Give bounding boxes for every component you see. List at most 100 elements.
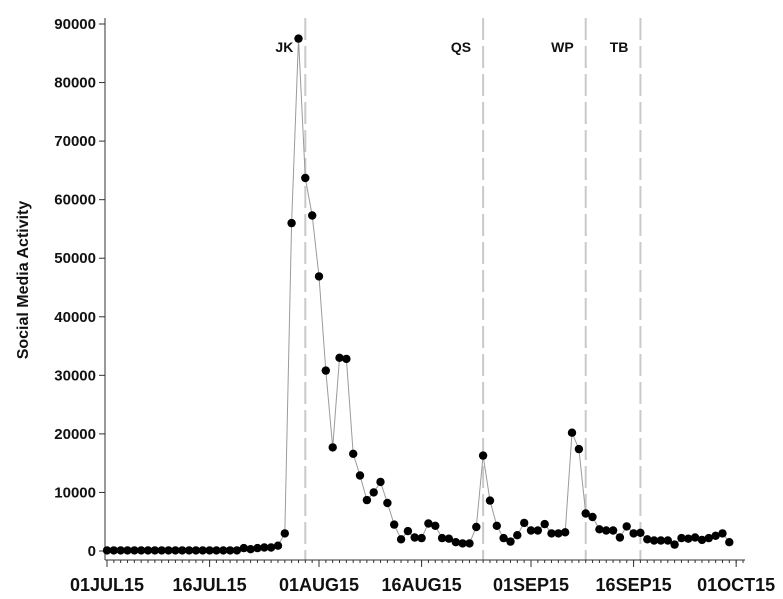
- data-point: [526, 526, 536, 535]
- data-point: [506, 537, 515, 546]
- data-point: [533, 526, 542, 535]
- data-point: [540, 519, 549, 529]
- data-point: [205, 546, 214, 555]
- data-point: [355, 471, 365, 480]
- data-point: [677, 533, 686, 543]
- data-point: [280, 529, 289, 538]
- data-point: [260, 543, 269, 552]
- data-point: [725, 538, 734, 547]
- data-point: [383, 498, 392, 508]
- x-tick-label: 16SEP15: [596, 575, 672, 595]
- data-point: [444, 534, 454, 543]
- event-lines: [304, 18, 642, 560]
- data-point: [602, 526, 611, 535]
- data-point: [649, 536, 659, 545]
- data-point: [314, 272, 324, 281]
- data-point: [417, 533, 426, 543]
- x-tick-label: 01SEP15: [493, 575, 569, 595]
- data-point: [198, 546, 207, 555]
- data-point: [472, 522, 481, 532]
- x-tick-label: 01JUL15: [70, 575, 144, 595]
- data-point: [321, 366, 330, 375]
- data-point: [396, 535, 406, 544]
- data-point: [164, 546, 173, 555]
- event-label: WP: [551, 39, 574, 55]
- y-tick-label: 40000: [54, 309, 96, 326]
- data-point: [232, 546, 242, 555]
- y-tick-label: 80000: [54, 75, 96, 92]
- data-point: [547, 529, 556, 538]
- data-point: [178, 546, 187, 555]
- data-point: [629, 529, 638, 538]
- event-annotations: JK QS WP TB: [275, 39, 628, 55]
- data-point: [123, 546, 132, 555]
- data-point: [615, 533, 625, 542]
- data-point: [150, 546, 160, 555]
- data-point: [184, 546, 194, 555]
- x-tick-label: 16JUL15: [173, 575, 247, 595]
- y-axis: 0 10000 20000 30000 40000 50000 60000 70000 8000…: [54, 16, 106, 560]
- data-point: [513, 531, 522, 540]
- data-point: [485, 496, 495, 505]
- data-point: [643, 535, 652, 544]
- data-point: [191, 546, 201, 555]
- data-point: [335, 353, 344, 362]
- data-point: [157, 546, 166, 555]
- data-point: [499, 533, 508, 543]
- data-point: [328, 443, 337, 452]
- data-point: [130, 546, 139, 555]
- y-tick-label: 20000: [54, 426, 96, 443]
- data-point: [239, 543, 248, 553]
- data-point: [711, 531, 720, 540]
- data-point: [390, 520, 399, 529]
- data-point: [554, 529, 563, 538]
- data-point: [595, 525, 604, 534]
- data-point: [287, 218, 296, 228]
- data-point: [308, 211, 317, 220]
- data-point: [458, 539, 467, 548]
- data-point: [266, 543, 276, 552]
- data-point: [478, 451, 488, 460]
- data-point: [342, 354, 351, 364]
- y-axis-label: Social Media Activity: [15, 201, 32, 360]
- series-layer: [102, 34, 734, 555]
- data-point: [690, 533, 700, 542]
- data-point: [246, 545, 255, 554]
- data-point: [718, 529, 727, 538]
- data-point: [581, 509, 590, 518]
- y-tick-label: 60000: [54, 192, 96, 209]
- data-point: [465, 539, 474, 548]
- data-point: [424, 519, 433, 528]
- x-tick-label: 16AUG15: [382, 575, 462, 595]
- y-tick-label: 50000: [54, 250, 96, 267]
- data-point: [116, 546, 125, 555]
- event-label: TB: [610, 39, 629, 55]
- data-point: [574, 444, 584, 454]
- data-point: [663, 536, 672, 545]
- data-point: [697, 535, 707, 545]
- y-tick-label: 30000: [54, 367, 96, 384]
- data-point: [431, 521, 440, 530]
- data-point: [102, 546, 112, 555]
- data-point: [622, 522, 631, 531]
- data-point: [225, 546, 235, 555]
- y-tick-label: 0: [88, 543, 96, 560]
- data-point: [410, 533, 419, 542]
- y-tick-label: 90000: [54, 16, 96, 33]
- data-point: [349, 449, 358, 458]
- data-point: [567, 428, 577, 437]
- data-point: [437, 533, 447, 543]
- data-point: [492, 521, 501, 530]
- data-point: [588, 512, 597, 522]
- data-point: [656, 536, 666, 545]
- data-point: [704, 533, 713, 543]
- data-point: [219, 546, 228, 555]
- data-point: [451, 538, 460, 547]
- data-point: [362, 495, 372, 505]
- data-point: [143, 546, 153, 555]
- data-point: [253, 543, 262, 553]
- data-point: [212, 546, 221, 555]
- y-tick-label: 70000: [54, 133, 96, 150]
- data-point: [273, 541, 283, 550]
